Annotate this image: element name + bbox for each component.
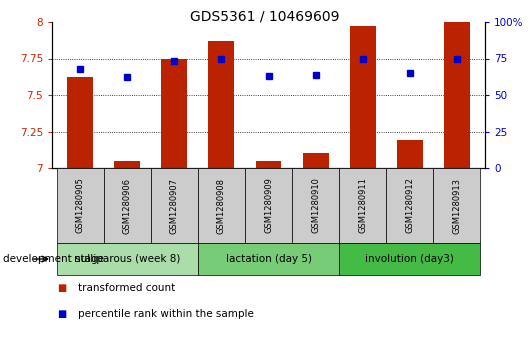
Text: ■: ■ bbox=[57, 283, 67, 293]
Text: GSM1280913: GSM1280913 bbox=[452, 178, 461, 233]
Text: GSM1280905: GSM1280905 bbox=[76, 178, 85, 233]
Bar bbox=[114, 161, 140, 168]
Bar bbox=[151, 168, 198, 243]
Bar bbox=[444, 22, 470, 168]
Bar bbox=[255, 161, 281, 168]
Text: percentile rank within the sample: percentile rank within the sample bbox=[78, 309, 254, 319]
Text: development stage: development stage bbox=[3, 254, 104, 264]
Bar bbox=[67, 77, 93, 168]
Bar bbox=[57, 243, 198, 275]
Text: GSM1280911: GSM1280911 bbox=[358, 178, 367, 233]
Bar bbox=[104, 168, 151, 243]
Bar bbox=[339, 168, 386, 243]
Text: GDS5361 / 10469609: GDS5361 / 10469609 bbox=[190, 10, 340, 24]
Bar bbox=[350, 26, 376, 168]
Text: GSM1280906: GSM1280906 bbox=[123, 178, 132, 233]
Text: lactation (day 5): lactation (day 5) bbox=[225, 254, 312, 264]
Text: transformed count: transformed count bbox=[78, 283, 176, 293]
Bar bbox=[386, 168, 433, 243]
Bar bbox=[433, 168, 480, 243]
Bar bbox=[198, 168, 245, 243]
Text: GSM1280912: GSM1280912 bbox=[405, 178, 414, 233]
Bar bbox=[57, 168, 104, 243]
Text: ■: ■ bbox=[57, 309, 67, 319]
Text: GSM1280910: GSM1280910 bbox=[311, 178, 320, 233]
Text: GSM1280907: GSM1280907 bbox=[170, 178, 179, 233]
Text: nulliparous (week 8): nulliparous (week 8) bbox=[74, 254, 181, 264]
Bar bbox=[339, 243, 480, 275]
Text: involution (day3): involution (day3) bbox=[365, 254, 454, 264]
Bar bbox=[292, 168, 339, 243]
Bar bbox=[198, 243, 339, 275]
Bar bbox=[303, 154, 329, 168]
Bar bbox=[162, 58, 187, 168]
Bar bbox=[208, 41, 234, 168]
Bar bbox=[397, 140, 422, 168]
Bar bbox=[245, 168, 292, 243]
Text: GSM1280909: GSM1280909 bbox=[264, 178, 273, 233]
Text: GSM1280908: GSM1280908 bbox=[217, 178, 226, 233]
